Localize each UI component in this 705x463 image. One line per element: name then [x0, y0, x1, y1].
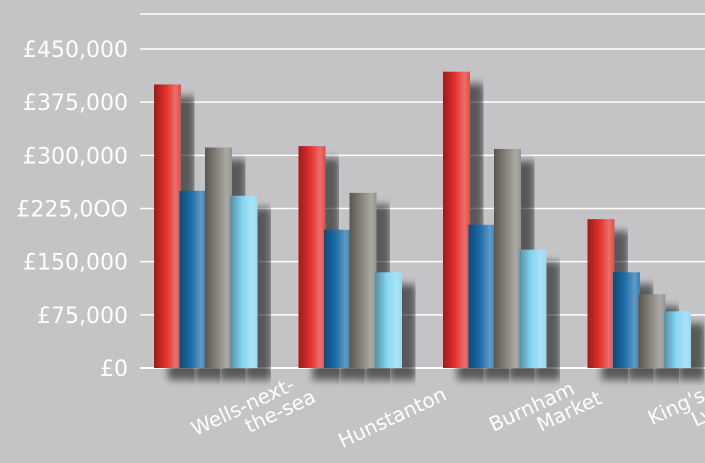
y-tick-label: £375,000	[23, 91, 128, 116]
category-label: King'sLynn	[644, 372, 705, 448]
bar	[587, 219, 615, 368]
y-tick-label: £75,000	[37, 304, 128, 329]
bar	[179, 190, 207, 368]
bar	[298, 146, 326, 368]
category-label: BurnhamMarket	[485, 367, 605, 454]
y-tick-label: £300,000	[23, 144, 128, 169]
bar	[154, 84, 181, 368]
category-label: Wells-next-the-sea	[187, 366, 319, 459]
category-labels: Wells-next-the-sea Hunstanton BurnhamMarke…	[187, 366, 705, 459]
y-tick-labels: £0 £75,000 £150,000 £225,0OO £300,000 £375,00…	[16, 38, 128, 382]
bar	[613, 272, 640, 368]
y-tick-label: £225,0OO	[16, 198, 128, 223]
bars	[154, 71, 691, 368]
category-label: Hunstanton	[334, 382, 450, 453]
bar	[230, 195, 258, 368]
y-tick-label: £0	[100, 357, 128, 382]
bar	[205, 147, 232, 368]
y-tick-label: £150,000	[23, 251, 128, 276]
bar	[443, 71, 470, 368]
bar	[375, 272, 402, 368]
y-tick-label: £450,000	[23, 38, 128, 63]
bar	[324, 229, 351, 368]
bar	[519, 249, 547, 368]
bar	[349, 192, 377, 368]
bar	[468, 224, 496, 368]
bar	[664, 311, 691, 368]
bar	[494, 148, 521, 368]
bar	[638, 294, 666, 368]
